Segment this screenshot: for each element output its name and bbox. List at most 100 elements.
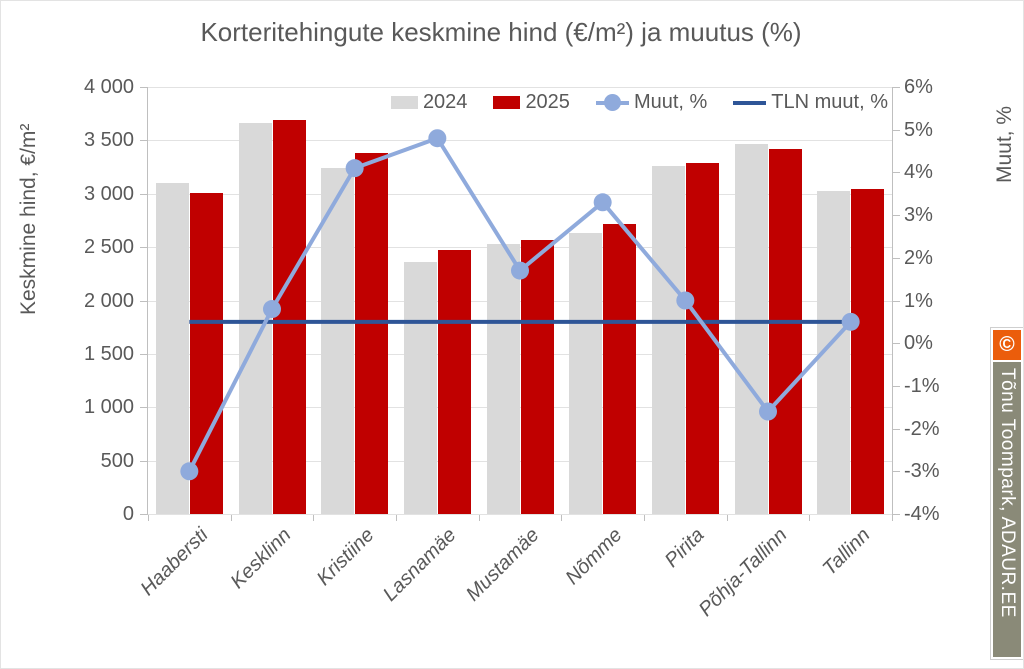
watermark-strip: © Tõnu Toompark, ADAUR.EE: [991, 328, 1023, 659]
left-axis-tick-label: 0: [122, 503, 134, 525]
left-tick-mark: [140, 353, 147, 355]
left-tick-mark: [140, 140, 147, 142]
left-axis-tick-label: 1 000: [83, 396, 134, 419]
left-axis-tick-label: 3 500: [83, 129, 134, 152]
bar-2025-Mustamäe: [520, 239, 554, 514]
gridline: [148, 407, 892, 409]
watermark-text: Tõnu Toompark, ADAUR.EE: [997, 368, 1018, 618]
legend-swatch-bar: [493, 96, 521, 109]
bottom-tick-mark: [148, 515, 149, 521]
legend-label: 2025: [525, 91, 570, 113]
left-axis-line: [147, 87, 148, 515]
right-axis-tick-label: 3%: [904, 204, 933, 227]
gridline: [148, 514, 892, 515]
legend-item-TLN muut, %: TLN muut, %: [733, 91, 888, 114]
legend-item-2025: 2025: [493, 91, 570, 114]
gridline: [148, 193, 892, 195]
legend-label: 2024: [422, 91, 468, 113]
marker-Muut, %-Mustamäe: [511, 261, 529, 280]
bottom-tick-mark: [561, 515, 563, 521]
left-tick-mark: [140, 460, 147, 462]
right-tick-mark: [893, 471, 900, 473]
right-axis-tick-label: 1%: [904, 289, 933, 312]
bar-2024-Nõmme: [569, 233, 603, 514]
left-tick-mark: [140, 87, 147, 88]
bottom-tick-mark: [892, 515, 893, 521]
gridline: [148, 353, 892, 355]
bar-2024-Põhja-Tallinn: [734, 143, 768, 514]
legend-swatch-line-marker: [595, 94, 629, 111]
bar-2025-Kristiine: [355, 153, 389, 514]
line-series-overlay: [180, 129, 860, 481]
legend: 2024 2025 Muut, % TLN muut, %: [390, 91, 888, 114]
right-axis-line: [892, 87, 893, 515]
bottom-tick-mark: [809, 515, 811, 521]
left-tick-mark: [140, 193, 147, 195]
bar-2025-Tallinn: [851, 188, 885, 514]
copyright-icon: ©: [993, 330, 1021, 362]
legend-label: Muut, %: [633, 91, 708, 113]
marker-Muut, %-Kesklinn: [263, 300, 281, 319]
legend-swatch-line: [733, 100, 767, 105]
right-axis-tick-label: 0%: [904, 332, 933, 355]
bar-2025-Kesklinn: [272, 120, 306, 514]
right-axis-tick-label: 2%: [904, 246, 933, 269]
right-axis-tick-label: -4%: [904, 503, 940, 525]
bottom-tick-mark: [230, 515, 232, 521]
left-tick-mark: [140, 247, 147, 249]
marker-Muut, %-Põhja-Tallinn: [759, 402, 777, 421]
right-axis-tick-label: 4%: [904, 161, 933, 184]
bar-2024-Lasnamäe: [403, 262, 437, 514]
legend-item-Muut, %: Muut, %: [595, 91, 708, 114]
right-tick-mark: [893, 385, 900, 387]
gridline: [148, 247, 892, 249]
right-axis-title: Muut, %: [993, 105, 1016, 183]
line-Muut, %: [187, 135, 853, 473]
legend-swatch-bar: [390, 96, 418, 109]
gridline: [148, 300, 892, 302]
right-axis-tick-label: 5%: [904, 118, 933, 141]
right-tick-mark: [893, 257, 900, 259]
bar-2025-Põhja-Tallinn: [768, 149, 802, 514]
bar-2025-Nõmme: [603, 223, 637, 514]
bar-2024-Mustamäe: [486, 243, 520, 514]
gridline: [148, 140, 892, 142]
plot-area: [148, 87, 892, 515]
left-tick-mark: [140, 407, 147, 409]
left-axis-title: Keskmine hind, €/m²: [17, 123, 40, 315]
right-tick-mark: [893, 428, 900, 430]
right-tick-mark: [893, 215, 900, 217]
left-axis-tick-label: 4 000: [83, 76, 134, 98]
marker-Muut, %-Kristiine: [345, 159, 364, 178]
left-axis-tick-label: 3 000: [83, 182, 134, 205]
bar-2024-Pirita: [651, 166, 685, 514]
right-tick-mark: [893, 300, 900, 302]
bottom-tick-mark: [396, 515, 397, 521]
marker-Muut, %-Nõmme: [593, 193, 612, 212]
right-axis-tick-label: -3%: [904, 460, 940, 483]
legend-item-2024: 2024: [390, 91, 468, 114]
bar-2025-Lasnamäe: [437, 250, 471, 514]
bottom-tick-mark: [726, 515, 728, 521]
left-axis-tick-label: 2 500: [83, 236, 134, 259]
gridline: [148, 460, 892, 462]
left-tick-mark: [140, 300, 147, 302]
marker-Muut, %-Haabersti: [180, 462, 199, 481]
bottom-tick-mark: [478, 515, 480, 521]
marker-Muut, %-Pirita: [676, 291, 695, 310]
legend-marker: [603, 94, 621, 111]
left-axis-tick-label: 2 000: [83, 289, 134, 312]
bar-2024-Haabersti: [155, 183, 189, 514]
right-axis-tick-label: -2%: [904, 417, 940, 440]
right-tick-mark: [893, 514, 900, 515]
right-tick-mark: [893, 129, 900, 131]
right-tick-mark: [893, 87, 900, 88]
gridline: [148, 87, 892, 88]
bottom-tick-mark: [313, 515, 315, 521]
bottom-tick-mark: [644, 515, 645, 521]
right-tick-mark: [893, 343, 900, 345]
right-tick-mark: [893, 172, 900, 174]
bar-2024-Kristiine: [321, 168, 355, 514]
left-axis-tick-label: 500: [100, 449, 134, 472]
